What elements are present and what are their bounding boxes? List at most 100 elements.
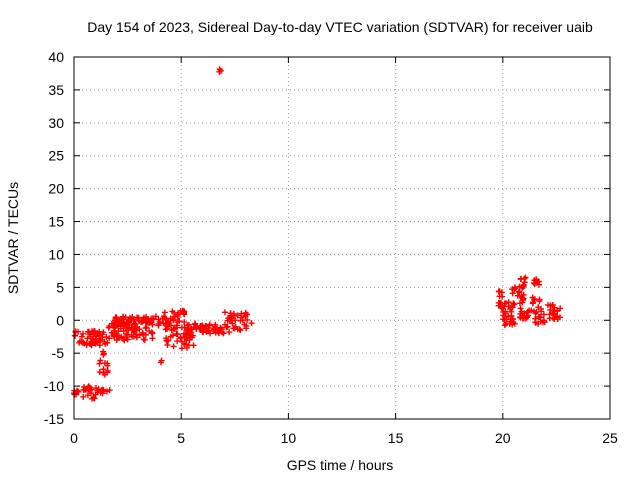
x-tick-label: 25 (602, 430, 618, 446)
data-point (226, 316, 233, 323)
data-point (106, 335, 113, 342)
data-point (530, 308, 537, 315)
data-point (181, 319, 188, 326)
data-point (141, 336, 148, 343)
data-point (512, 285, 519, 292)
data-point (142, 331, 149, 338)
y-tick-label: 30 (48, 115, 64, 131)
data-point (535, 320, 542, 327)
data-points-layer (71, 66, 564, 402)
data-point (139, 329, 146, 336)
data-point (165, 322, 172, 329)
data-point (162, 326, 169, 333)
data-point (170, 332, 177, 339)
data-point (231, 325, 238, 332)
data-point (177, 307, 184, 314)
data-point (134, 314, 141, 321)
data-point (157, 359, 164, 366)
plot-frame (73, 56, 611, 420)
data-point (522, 274, 529, 281)
data-point (557, 305, 564, 312)
data-point (556, 314, 563, 321)
data-point (89, 395, 96, 402)
data-point (185, 328, 192, 335)
data-point (501, 322, 508, 329)
data-point (224, 323, 231, 330)
data-point (75, 328, 82, 335)
data-point (536, 313, 543, 320)
data-point (170, 343, 177, 350)
data-point (148, 315, 155, 322)
data-point (125, 317, 132, 324)
data-point (248, 320, 255, 327)
data-point (508, 312, 515, 319)
data-point (117, 321, 124, 328)
data-point (174, 312, 181, 319)
y-tick-label: -15 (44, 411, 64, 427)
data-point (101, 338, 108, 345)
data-point (184, 322, 191, 329)
data-point (217, 325, 224, 332)
data-point (517, 305, 524, 312)
data-point (511, 286, 518, 293)
data-point (97, 357, 104, 364)
data-point (104, 362, 111, 369)
data-point (505, 313, 512, 320)
data-point (178, 338, 185, 345)
data-point (74, 388, 81, 395)
data-point (540, 311, 547, 318)
data-point (244, 316, 251, 323)
data-point (148, 329, 155, 336)
data-point (128, 325, 135, 332)
data-point (160, 320, 167, 327)
data-point (212, 329, 219, 336)
data-point (173, 324, 180, 331)
chart-title: Day 154 of 2023, Sidereal Day-to-day VTE… (87, 19, 593, 35)
data-point (537, 306, 544, 313)
x-tick-label: 15 (388, 430, 404, 446)
data-point (170, 325, 177, 332)
data-point (237, 327, 244, 334)
data-point (77, 338, 84, 345)
data-point (118, 333, 125, 340)
data-point (99, 390, 106, 397)
data-point (221, 309, 228, 316)
data-point (496, 288, 503, 295)
data-point (554, 308, 561, 315)
data-point (199, 322, 206, 329)
data-point (206, 321, 213, 328)
data-point (530, 279, 537, 286)
data-point (84, 392, 91, 399)
data-point (243, 323, 250, 330)
data-point (133, 334, 140, 341)
data-point (230, 310, 237, 317)
data-point (88, 340, 95, 347)
data-point (528, 307, 535, 314)
data-point (178, 345, 185, 352)
data-point (110, 331, 117, 338)
data-point (85, 383, 92, 390)
data-point (189, 332, 196, 339)
data-point (132, 321, 139, 328)
data-point (225, 315, 232, 322)
data-point (211, 325, 218, 332)
data-point (96, 360, 103, 367)
y-tick-label: 40 (48, 49, 64, 65)
data-point (506, 320, 513, 327)
y-tick-label: 35 (48, 82, 64, 98)
data-point (522, 315, 529, 322)
data-point (516, 289, 523, 296)
data-point (547, 302, 554, 309)
data-point (242, 313, 249, 320)
data-point (531, 280, 538, 287)
data-point (114, 317, 121, 324)
data-point (81, 386, 88, 393)
data-point (211, 326, 218, 333)
y-tick-label: -10 (44, 378, 64, 394)
data-point (112, 314, 119, 321)
data-point (550, 315, 557, 322)
data-point (106, 387, 113, 394)
data-point (142, 325, 149, 332)
data-point (173, 330, 180, 337)
data-point (226, 329, 233, 336)
